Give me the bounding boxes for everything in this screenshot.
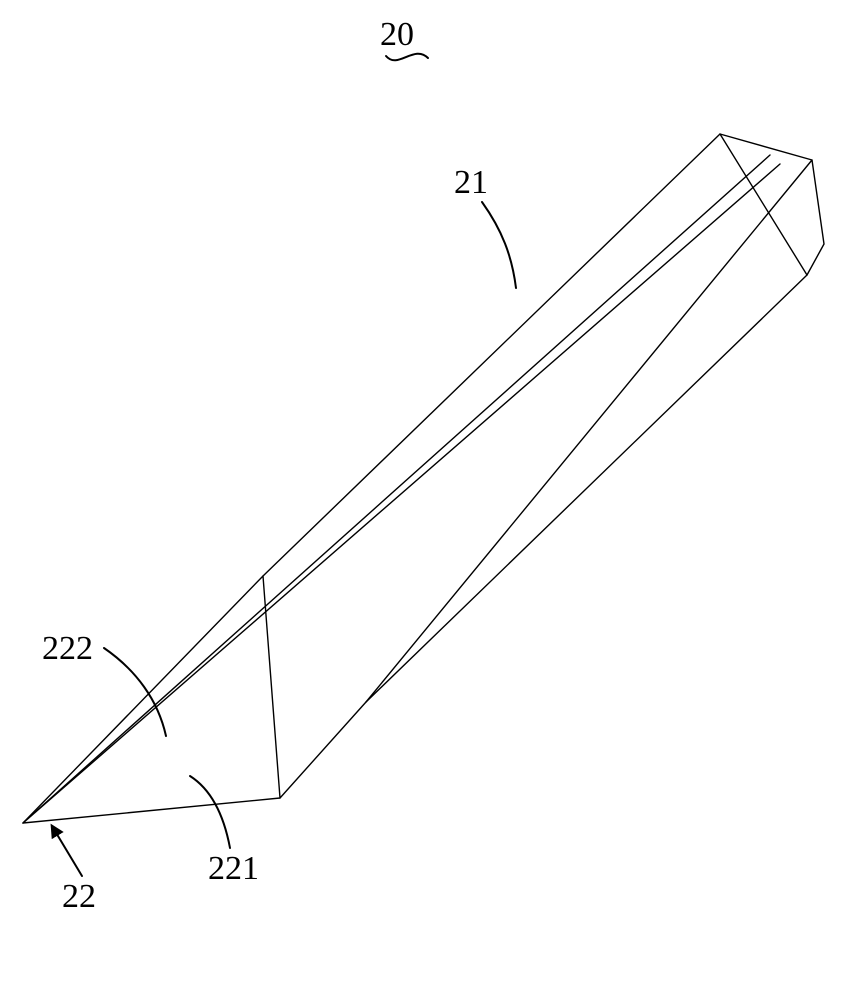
label-tip-face-221: 221: [208, 850, 259, 888]
diagram-svg: [0, 0, 848, 1000]
label-assembly-20: 20: [380, 16, 414, 54]
label-tip-face-222: 222: [42, 630, 93, 668]
label-tip-22: 22: [62, 878, 96, 916]
label-body-21: 21: [454, 164, 488, 202]
